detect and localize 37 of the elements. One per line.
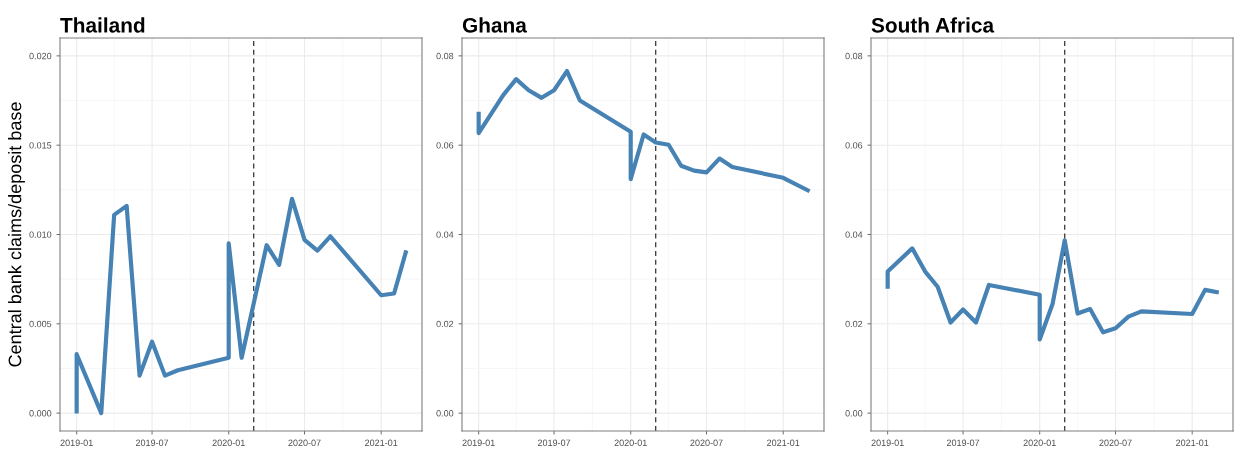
y-tick-label: 0.000: [29, 410, 52, 417]
x-tick-label: 2019-01: [60, 439, 93, 446]
y-tick-label: 0.08: [436, 52, 454, 60]
chart-title: Ghana: [462, 17, 527, 33]
x-tick-label: 2019-01: [462, 439, 495, 446]
y-tick-label: 0.015: [29, 142, 52, 149]
y-tick-label: 0.06: [845, 142, 863, 149]
x-tick-label: 2019-07: [135, 439, 169, 446]
y-tick-label: 0.02: [845, 320, 863, 328]
y-tick-label: 0.010: [29, 231, 52, 238]
y-tick-label: 0.08: [845, 52, 863, 60]
line-series: [476, 68, 810, 193]
x-tick-label: 2020-07: [690, 439, 723, 446]
y-tick-label: 0.00: [436, 410, 454, 417]
x-tick-label: 2019-07: [537, 439, 571, 446]
x-tick-label: 2020-07: [1099, 439, 1132, 446]
y-tick-label: 0.005: [29, 320, 52, 328]
y-tick-label: 0.02: [436, 320, 454, 328]
x-tick-label: 2020-01: [212, 439, 245, 446]
chart-title: Thailand: [60, 17, 145, 33]
x-tick-label: 2021-01: [365, 439, 398, 446]
x-tick-label: 2020-07: [288, 439, 321, 446]
chart-title: South Africa: [871, 17, 995, 33]
x-tick-label: 2020-01: [1023, 439, 1056, 446]
line-series: [74, 196, 408, 416]
y-tick-label: 0.06: [436, 142, 454, 149]
y-tick-label: 0.04: [436, 231, 454, 238]
line-series: [885, 238, 1219, 342]
x-tick-label: 2020-01: [614, 439, 647, 446]
y-tick-label: 0.04: [845, 231, 863, 238]
y-tick-label: 0.00: [845, 410, 863, 417]
x-tick-label: 2019-07: [946, 439, 980, 446]
y-tick-label: 0.020: [29, 52, 52, 60]
y-axis-title: Central bank claims/deposit base: [8, 102, 25, 367]
x-tick-label: 2021-01: [767, 439, 800, 446]
x-tick-label: 2019-01: [871, 439, 904, 446]
x-tick-label: 2021-01: [1176, 439, 1209, 446]
